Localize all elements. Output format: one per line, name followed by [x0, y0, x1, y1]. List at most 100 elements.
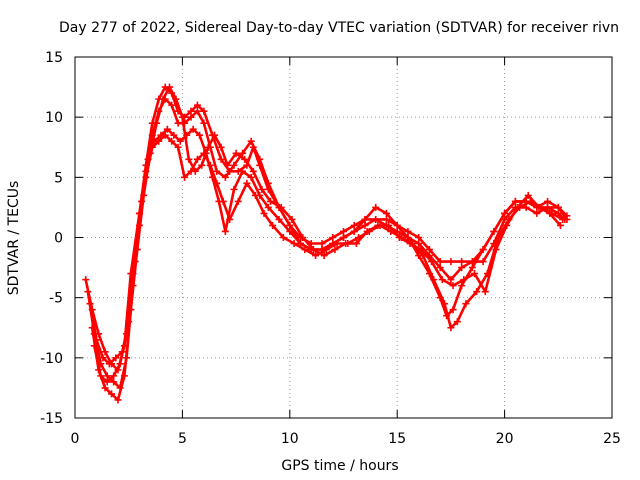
data-point: [103, 378, 111, 386]
data-point: [415, 240, 423, 248]
data-point: [479, 258, 487, 266]
data-point: [230, 185, 238, 193]
data-point: [468, 264, 476, 272]
data-point: [511, 197, 519, 205]
data-point: [376, 221, 384, 229]
data-point: [350, 227, 358, 235]
y-tick-label: -10: [40, 351, 63, 367]
data-point: [105, 360, 113, 368]
data-point: [193, 101, 201, 109]
data-point: [148, 143, 156, 151]
data-point: [382, 215, 390, 223]
data-point: [447, 324, 455, 332]
data-point: [462, 300, 470, 308]
data-point: [404, 227, 412, 235]
data-point: [301, 246, 309, 254]
data-point: [178, 113, 186, 121]
chart-title: Day 277 of 2022, Sidereal Day-to-day VTE…: [59, 20, 619, 36]
data-point: [249, 167, 257, 175]
data-point: [483, 270, 491, 278]
data-point: [239, 149, 247, 157]
data-point: [155, 137, 163, 145]
y-axis-label: SDTVAR / TECUs: [6, 181, 22, 296]
data-point: [419, 252, 427, 260]
data-point: [544, 197, 552, 205]
data-point: [458, 282, 466, 290]
data-point: [200, 149, 208, 157]
data-point: [537, 203, 545, 211]
data-point: [372, 203, 380, 211]
data-point: [548, 209, 556, 217]
series-track-5: [90, 131, 567, 386]
data-point: [86, 300, 94, 308]
data-point: [174, 119, 182, 127]
data-point: [559, 215, 567, 223]
data-point: [279, 234, 287, 241]
data-point: [494, 234, 502, 241]
data-point: [556, 221, 564, 229]
data-point: [176, 137, 184, 145]
data-point: [187, 107, 195, 115]
data-point: [135, 209, 143, 217]
data-point: [221, 173, 229, 181]
data-point: [170, 131, 178, 139]
data-point: [449, 282, 457, 290]
data-point: [415, 234, 423, 241]
data-point: [153, 119, 161, 127]
data-point: [101, 348, 109, 356]
y-tick-label: 0: [54, 231, 63, 247]
data-point: [286, 227, 294, 235]
data-point: [196, 131, 204, 139]
data-point: [193, 107, 201, 115]
data-point: [198, 161, 206, 169]
data-point: [247, 173, 255, 181]
data-point: [256, 155, 264, 163]
data-point: [490, 227, 498, 235]
data-point: [264, 179, 272, 187]
x-tick-label: 10: [281, 431, 299, 447]
data-point: [193, 155, 201, 163]
data-point: [247, 137, 255, 145]
data-point: [382, 209, 390, 217]
data-point: [264, 203, 272, 211]
data-point: [344, 240, 352, 248]
data-point: [185, 155, 193, 163]
data-point: [288, 215, 296, 223]
data-point: [114, 396, 122, 404]
data-point: [110, 372, 118, 380]
data-point: [110, 378, 118, 386]
data-point: [84, 288, 92, 296]
data-point: [425, 246, 433, 254]
data-point: [269, 221, 277, 229]
x-tick-label: 15: [388, 431, 406, 447]
data-point: [277, 203, 285, 211]
data-point: [200, 107, 208, 115]
data-point: [372, 215, 380, 223]
data-point: [129, 270, 137, 278]
data-point: [290, 240, 298, 248]
data-point: [116, 360, 124, 368]
data-point: [243, 179, 251, 187]
data-point: [101, 384, 109, 392]
data-point: [241, 155, 249, 163]
data-point: [393, 221, 401, 229]
data-point: [90, 342, 98, 350]
data-point: [329, 234, 337, 241]
data-point: [361, 215, 369, 223]
data-point: [266, 197, 274, 205]
data-point: [340, 227, 347, 235]
data-point: [361, 221, 369, 229]
data-point: [320, 252, 328, 260]
y-tick-label: 15: [45, 50, 63, 66]
data-point: [103, 372, 111, 380]
data-point: [481, 288, 489, 296]
data-point: [234, 197, 242, 205]
data-point: [239, 167, 247, 175]
data-point: [286, 221, 294, 229]
axis-ticks: [74, 56, 613, 419]
data-point: [438, 276, 446, 284]
data-point: [112, 354, 120, 362]
data-point: [82, 276, 90, 284]
data-point: [166, 83, 174, 91]
data-point: [458, 264, 466, 272]
